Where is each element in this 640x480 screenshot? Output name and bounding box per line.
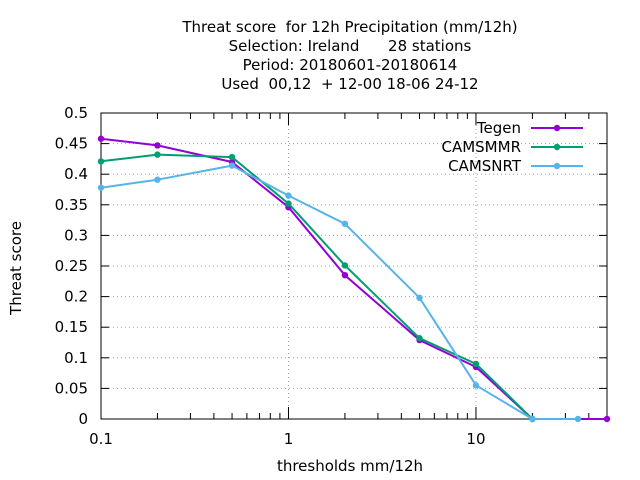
legend-swatch-marker — [553, 124, 561, 132]
y-tick-label: 0.45 — [55, 135, 88, 153]
data-point-tegen — [341, 271, 349, 279]
y-tick-label: 0.3 — [64, 226, 88, 244]
x-tick-label: 0.1 — [89, 430, 113, 448]
x-tick-label: 10 — [466, 430, 485, 448]
data-point-camsmmr — [416, 335, 423, 342]
series-line-camsnrt — [100, 164, 578, 420]
legend-swatch-marker — [553, 143, 561, 151]
x-tick-label: 1 — [284, 430, 294, 448]
data-point-camsnrt — [97, 184, 105, 191]
data-point-camsmmr — [285, 200, 292, 207]
data-point-camsmmr — [472, 360, 480, 368]
data-point-camsnrt — [285, 192, 292, 199]
data-point-camsmmr — [154, 151, 161, 158]
series-line-tegen — [100, 137, 607, 420]
data-point-tegen — [154, 142, 161, 149]
chart-title: Threat score for 12h Precipitation (mm/1… — [181, 18, 517, 93]
data-point-camsnrt — [154, 176, 161, 183]
y-tick-label: 0.25 — [55, 257, 88, 275]
legend-label: CAMSNRT — [448, 157, 522, 175]
data-point-camsmmr — [341, 262, 349, 269]
axis-ticks: 0 0.05 0.1 0.15 0.2 0.25 0.3 0.35 0.4 0.45 0.5 0.1 1… — [55, 104, 608, 448]
data-point-camsnrt — [472, 382, 480, 389]
y-tick-label: 0.4 — [64, 165, 88, 183]
y-tick-label: 0.2 — [64, 288, 88, 306]
y-axis-label: Threat score — [7, 221, 25, 316]
x-axis-label: thresholds mm/12h — [277, 457, 423, 475]
legend-label: Tegen — [476, 119, 521, 137]
series-lines — [97, 135, 611, 423]
y-tick-label: 0.35 — [55, 196, 88, 214]
data-point-camsnrt — [228, 162, 236, 169]
chart-title-line: Period: 20180601-20180614 — [243, 56, 458, 74]
data-point-camsmmr — [97, 158, 105, 165]
data-point-camsmmr — [228, 153, 236, 161]
series-line-camsmmr — [100, 153, 534, 420]
y-tick-label: 0.05 — [55, 379, 88, 397]
data-point-camsnrt — [341, 220, 349, 227]
chart-title-line: Used 00,12 + 12-00 18-06 24-12 — [221, 75, 478, 93]
y-tick-label: 0 — [78, 410, 88, 428]
data-point-camsnrt — [529, 415, 536, 423]
grid — [101, 113, 607, 419]
data-point-tegen — [603, 415, 611, 423]
legend-swatch-marker — [553, 162, 561, 170]
y-tick-label: 0.1 — [64, 349, 88, 367]
y-tick-label: 0.5 — [64, 104, 88, 122]
data-point-camsnrt — [416, 294, 423, 302]
y-tick-label: 0.15 — [55, 318, 88, 336]
data-point-camsnrt — [574, 415, 582, 423]
legend-label: CAMSMMR — [441, 138, 521, 156]
chart-title-line: Threat score for 12h Precipitation (mm/1… — [181, 18, 517, 36]
data-point-tegen — [97, 135, 105, 142]
chart-title-line: Selection: Ireland 28 stations — [229, 37, 472, 55]
